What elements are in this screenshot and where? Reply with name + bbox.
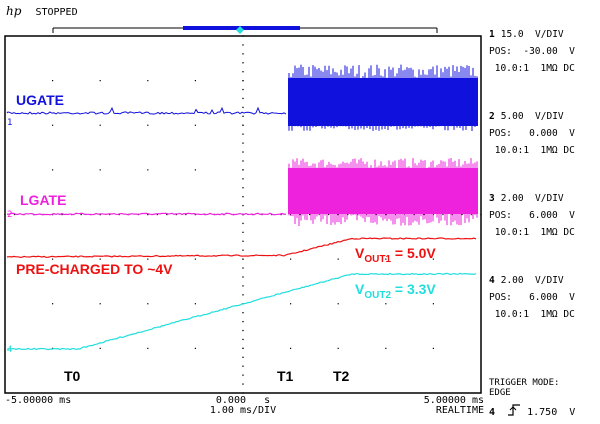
channel-position: 6.000 V: [529, 292, 575, 303]
ugate-switching-noise: [288, 64, 478, 78]
trigger-level: 4 1.750 V: [489, 404, 575, 418]
channel-number: 2: [489, 111, 495, 122]
trigger-level-value: 1.750 V: [527, 407, 576, 418]
channel-2-settings: 2 5.00 V/DIV POS: 0.000 V 10.0:1 1MΩ DC: [489, 111, 575, 156]
lgate-switching-band: [288, 168, 478, 214]
precharged-label: PRE-CHARGED TO ~4V: [16, 261, 173, 277]
ch2-ground-marker: 2: [7, 210, 12, 220]
time-axis-left: -5.00000 ms: [5, 395, 72, 406]
channel-number: 3: [489, 193, 495, 204]
acquisition-status: STOPPED: [35, 7, 78, 18]
channel-3-settings: 3 2.00 V/DIV POS: 6.000 V 10.0:1 1MΩ DC: [489, 193, 575, 238]
lgate-switching-undershoot: [288, 214, 478, 226]
channel-position: 6.000 V: [529, 210, 575, 221]
acquisition-mode: REALTIME: [435, 405, 484, 416]
time-scale: 1.00 ms/DIV: [209, 405, 277, 416]
trigger-channel: 4: [489, 407, 496, 418]
channel-probe: 10.0:1 1MΩ DC: [494, 309, 575, 320]
rising-edge-icon: [508, 404, 521, 416]
ch1-ground-marker: 1: [7, 118, 12, 128]
channel-scale: 2.00 V/DIV: [500, 193, 564, 204]
ugate-label: UGATE: [16, 92, 64, 108]
graticule: [4, 35, 482, 394]
time-axis-right: 5.00000 ms REALTIME: [423, 395, 484, 416]
channel-probe: 10.0:1 1MΩ DC: [494, 145, 575, 156]
channel-1-settings: 1 15.0 V/DIV POS: -30.00 V 10.0:1 1MΩ DC: [489, 29, 575, 74]
channel-scale: 5.00 V/DIV: [500, 111, 564, 122]
channel-position: 0.000 V: [529, 128, 575, 139]
trigger-mode-label: TRIGGER MODE:: [489, 378, 560, 388]
graticule-frame: [4, 35, 482, 394]
hp-logo: hp: [6, 4, 22, 18]
channel-probe: 10.0:1 1MΩ DC: [494, 63, 575, 74]
channel-probe: 10.0:1 1MΩ DC: [494, 227, 575, 238]
channel-number: 4: [489, 275, 495, 286]
ch4-ground-marker: 4: [7, 345, 12, 355]
vout1-label: VOUT1 = 5.0V: [355, 245, 436, 265]
channel-scale: 15.0 V/DIV: [500, 29, 564, 40]
vout2-label: VOUT2 = 3.3V: [355, 281, 436, 301]
lgate-label: LGATE: [20, 192, 66, 208]
lgate-switching-noise: [288, 158, 478, 168]
t1-marker-label: T1: [277, 368, 294, 384]
memory-bar: [52, 26, 438, 34]
ugate-switching-band: [288, 78, 478, 126]
lgate-trace: [6, 212, 287, 216]
trigger-mode: TRIGGER MODE: EDGE: [489, 378, 559, 398]
t0-marker-label: T0: [64, 368, 81, 384]
ugate-trace: [6, 106, 287, 115]
channel-settings-panel: 1 15.0 V/DIV POS: -30.00 V 10.0:1 1MΩ DC …: [489, 26, 600, 354]
vout2-trace: [6, 272, 477, 351]
trigger-mode-value: EDGE: [489, 388, 511, 398]
channel-4-settings: 4 2.00 V/DIV POS: 6.000 V 10.0:1 1MΩ DC: [489, 275, 575, 320]
waveforms: [6, 64, 478, 351]
channel-position: -30.00 V: [523, 46, 575, 57]
ugate-switching-undershoot: [288, 126, 476, 131]
channel-number: 1: [489, 29, 495, 40]
vout1-trace: [6, 237, 477, 258]
channel-scale: 2.00 V/DIV: [500, 275, 564, 286]
time-axis-center: 0.000 s 1.00 ms/DIV: [209, 395, 277, 416]
status-header: hp STOPPED: [6, 4, 78, 18]
t2-marker-label: T2: [333, 368, 350, 384]
